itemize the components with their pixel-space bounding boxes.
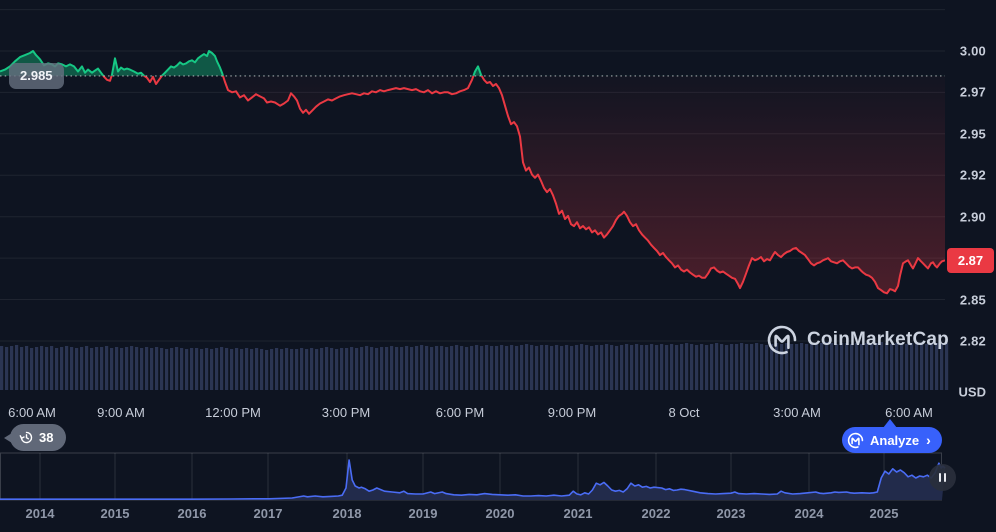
currency-unit-label: USD	[958, 384, 986, 400]
year-axis-label: 2022	[641, 506, 671, 521]
history-count-badge[interactable]: 38	[10, 424, 67, 451]
year-axis-label: 2019	[408, 506, 438, 521]
coinmarketcap-watermark: CoinMarketCap	[766, 323, 949, 357]
pause-icon	[939, 473, 941, 482]
price-axis-label: 2.92	[959, 167, 986, 183]
chevron-right-icon: ›	[926, 432, 931, 448]
current-price-badge: 2.87	[947, 247, 994, 273]
open-price-pill: 2.985	[9, 63, 64, 89]
history-clock-icon	[19, 430, 34, 445]
price-axis-label: 2.85	[959, 292, 986, 308]
watermark-text: CoinMarketCap	[807, 329, 949, 350]
analyze-button-label: Analyze	[870, 432, 920, 448]
history-navigator-canvas[interactable]	[0, 450, 996, 510]
time-axis-label: 6:00 AM	[8, 405, 56, 420]
year-axis-label: 2025	[869, 506, 899, 521]
time-axis-label: 9:00 PM	[547, 405, 597, 420]
year-axis-label: 2018	[332, 506, 362, 521]
year-axis-label: 2023	[716, 506, 746, 521]
time-axis-label: 6:00 PM	[435, 405, 485, 420]
year-axis-label: 2016	[177, 506, 207, 521]
analyze-button[interactable]: Analyze ›	[842, 427, 942, 453]
time-axis-label: 6:00 AM	[885, 405, 933, 420]
year-axis-label: 2014	[25, 506, 55, 521]
year-axis-label: 2020	[485, 506, 515, 521]
pause-icon	[944, 473, 946, 482]
year-axis-label: 2017	[253, 506, 283, 521]
time-axis-label: 3:00 PM	[321, 405, 371, 420]
price-axis-label: 2.97	[959, 84, 986, 100]
price-axis-label: 2.90	[959, 209, 986, 225]
price-axis-label: 2.95	[959, 126, 986, 142]
time-axis-label: 8 Oct	[668, 405, 700, 420]
price-axis-label: 3.00	[959, 43, 986, 59]
navigator-drag-handle[interactable]	[929, 464, 956, 491]
time-axis-label: 12:00 PM	[205, 405, 261, 420]
price-chart-canvas[interactable]	[0, 0, 996, 412]
price-axis-label: 2.82	[959, 333, 986, 349]
history-count: 38	[39, 430, 54, 445]
time-axis-label: 3:00 AM	[773, 405, 821, 420]
year-axis-label: 2021	[563, 506, 593, 521]
year-axis-label: 2015	[100, 506, 130, 521]
coinmarketcap-logo-icon	[847, 432, 864, 449]
analyze-tooltip-caret	[883, 419, 897, 428]
year-axis-label: 2024	[794, 506, 824, 521]
time-axis-label: 9:00 AM	[97, 405, 145, 420]
coinmarketcap-logo-icon	[766, 324, 798, 356]
